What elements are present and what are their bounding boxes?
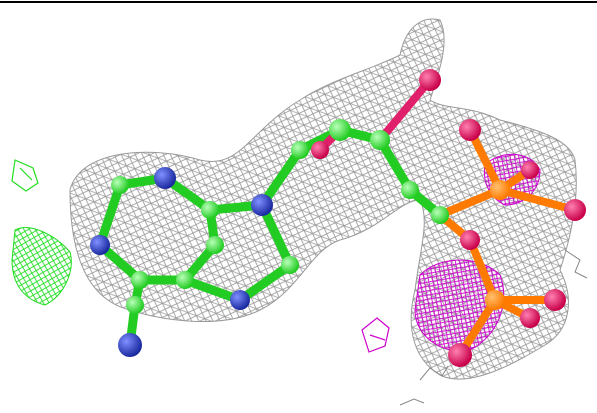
magenta-mesh-small	[361, 317, 390, 353]
grey-mesh-fragment	[399, 249, 588, 406]
green-mesh-small	[11, 159, 39, 192]
atoms	[90, 69, 586, 367]
green-mesh	[11, 227, 72, 306]
